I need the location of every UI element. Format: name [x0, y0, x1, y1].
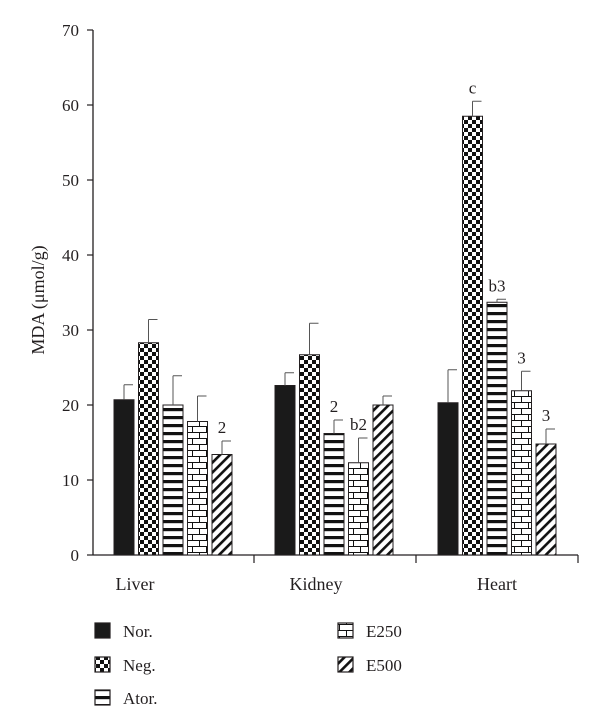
bar-ator: [323, 433, 345, 556]
legend-swatch: [337, 656, 354, 673]
bar-neg: [299, 354, 320, 556]
x-category-label: Heart: [477, 574, 517, 594]
y-tick-label: 40: [62, 246, 79, 265]
legend-swatch: [94, 656, 111, 673]
bar-e500: [372, 404, 394, 556]
y-axis-title: MDA (μmol/g): [28, 245, 49, 354]
bar-e250: [511, 390, 532, 556]
significance-label: 3: [542, 406, 551, 425]
bar-ator: [162, 404, 184, 556]
x-category-label: Kidney: [290, 574, 343, 594]
bar-nor: [437, 402, 459, 556]
legend-label: Neg.: [123, 656, 156, 675]
bar-nor: [274, 385, 296, 556]
legend-swatch: [94, 622, 111, 639]
bar-e250: [348, 462, 369, 556]
bar-nor: [113, 399, 135, 556]
legend-label: Nor.: [123, 622, 153, 641]
legend: Nor. Neg. Ator. E250 E500: [94, 622, 402, 708]
bar-e500: [211, 454, 233, 556]
y-tick-label: 60: [62, 96, 79, 115]
bar-e500: [535, 443, 557, 556]
legend-swatch: [94, 689, 111, 706]
axes-group: 0 10 20 30 40 50 60 70 Liver Kidney Heart MDA (μmol…: [28, 21, 579, 594]
significance-label: b3: [489, 276, 506, 295]
legend-label: Ator.: [123, 689, 157, 708]
y-tick-label: 30: [62, 321, 79, 340]
significance-label: 2: [218, 418, 227, 437]
significance-label: 3: [517, 348, 526, 367]
bar-neg: [462, 115, 483, 556]
bars-group: c 2 b3 b2 3 2 3: [113, 78, 557, 556]
legend-swatch: [337, 622, 354, 639]
legend-label: E500: [366, 656, 402, 675]
significance-label: c: [469, 78, 477, 97]
x-category-label: Liver: [116, 574, 155, 594]
bar-e250: [187, 421, 208, 556]
y-tick-label: 20: [62, 396, 79, 415]
y-tick-label: 50: [62, 171, 79, 190]
legend-label: E250: [366, 622, 402, 641]
y-tick-label: 10: [62, 471, 79, 490]
significance-label: 2: [330, 397, 339, 416]
y-tick-label: 0: [71, 546, 80, 565]
bar-ator: [486, 301, 508, 556]
significance-label: b2: [350, 415, 367, 434]
y-tick-label: 70: [62, 21, 79, 40]
bar-neg: [138, 342, 159, 556]
